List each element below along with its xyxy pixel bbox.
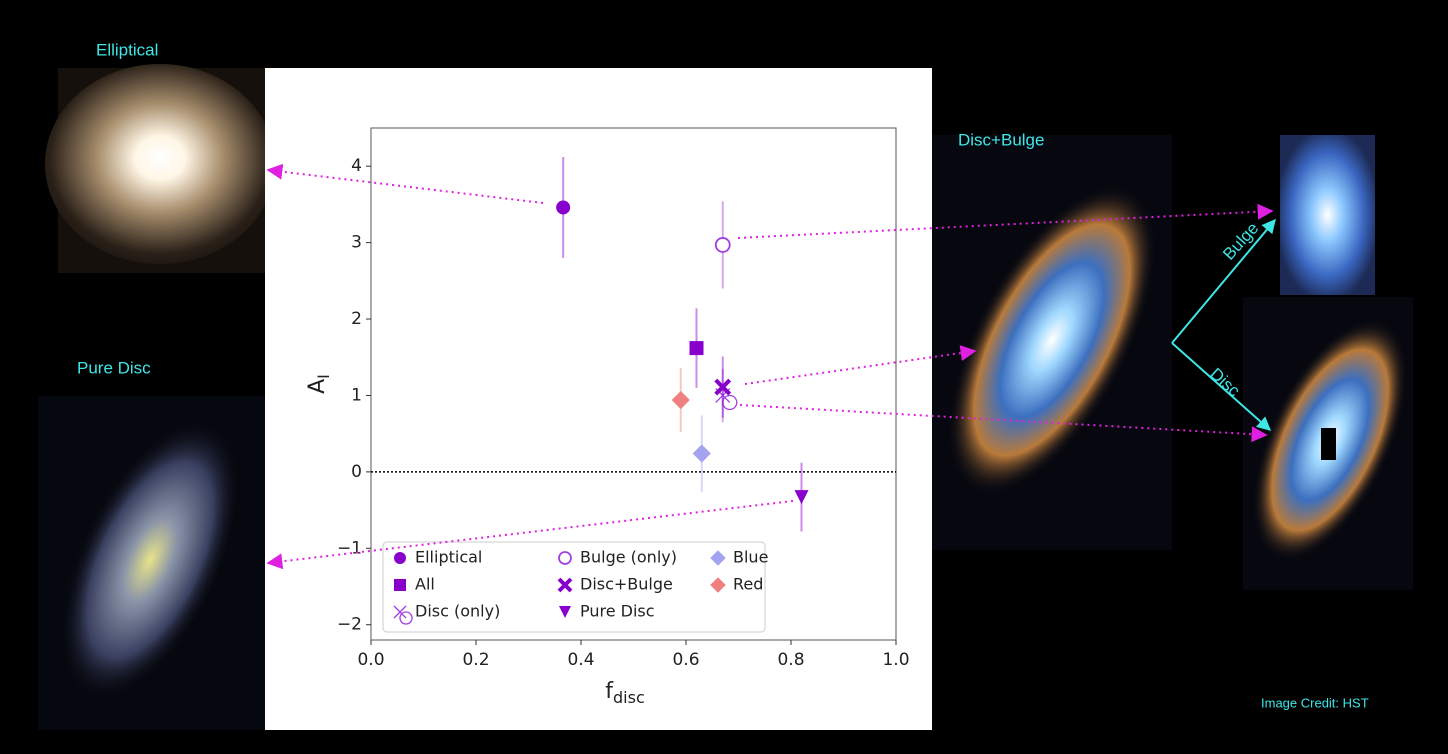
- plot-frame: [370, 127, 897, 641]
- legend-label: Blue: [733, 548, 768, 567]
- y-tick-label: 1: [351, 385, 362, 405]
- masked-bulge: [1321, 428, 1336, 460]
- y-axis-label: AI: [305, 374, 333, 394]
- legend-label: Disc+Bulge: [580, 575, 673, 594]
- pure-disc-glow: [60, 420, 240, 700]
- marker: [394, 552, 406, 564]
- x-tick-label: 1.0: [882, 650, 909, 670]
- marker: [710, 550, 726, 566]
- y-tick-label: 3: [351, 233, 362, 253]
- marker: [710, 577, 726, 593]
- legend-box: [382, 541, 766, 633]
- legend-label: Red: [733, 575, 763, 594]
- marker: [714, 237, 731, 253]
- x-axis-label-main: f: [605, 679, 614, 704]
- plot: 0.0 0.2 0.4 0.6 0.8 1.0 −2 −1 0 1 2 3 4 fdisc AI Ellipt…: [305, 127, 910, 707]
- marker: [692, 444, 711, 463]
- caption: Bulge: [1219, 219, 1262, 264]
- x-tick-label: 0.4: [567, 650, 594, 670]
- legend-label: Disc (only): [415, 602, 500, 621]
- y-tick-label: 2: [351, 309, 362, 329]
- bulge-image: [1280, 135, 1375, 295]
- caption: Disc: [1206, 364, 1244, 401]
- y-tick-label: −1: [337, 538, 362, 558]
- marker: [557, 577, 573, 593]
- marker: [794, 490, 809, 505]
- legend-label: All: [415, 575, 435, 594]
- marker: [559, 606, 571, 618]
- y-axis-label-sub: I: [314, 374, 333, 379]
- legend-label: Bulge (only): [580, 548, 677, 567]
- y-axis-label-main: A: [305, 379, 330, 394]
- split-arrows: [1171, 218, 1276, 431]
- marker: [558, 551, 572, 565]
- y-tick-label: 0: [351, 462, 362, 482]
- marker: [394, 579, 406, 591]
- elliptical-glow: [45, 64, 275, 264]
- marker: [393, 605, 413, 625]
- x-tick-label: 0.2: [462, 650, 489, 670]
- x-axis-label-sub: disc: [613, 688, 645, 707]
- x-tick-label: 0.0: [357, 650, 384, 670]
- x-tick-label: 0.8: [777, 650, 804, 670]
- credit: Image Credit: HST: [1261, 695, 1369, 710]
- marker: [671, 390, 690, 410]
- caption: Disc+Bulge: [958, 130, 1044, 149]
- caption: Elliptical: [96, 40, 158, 59]
- marker: [714, 378, 732, 396]
- y-tick-label: −2: [337, 615, 362, 635]
- legend-label: Elliptical: [415, 548, 482, 567]
- x-tick-label: 0.6: [672, 650, 699, 670]
- disc-bulge-glow: [948, 185, 1156, 495]
- marker: [556, 200, 571, 215]
- pointer-arrows: [266, 163, 1274, 570]
- y-tick-label: 4: [351, 156, 362, 176]
- marker: [689, 341, 704, 356]
- legend-label: Pure Disc: [580, 602, 655, 621]
- caption: Pure Disc: [77, 358, 151, 377]
- x-axis-label: fdisc: [605, 679, 644, 707]
